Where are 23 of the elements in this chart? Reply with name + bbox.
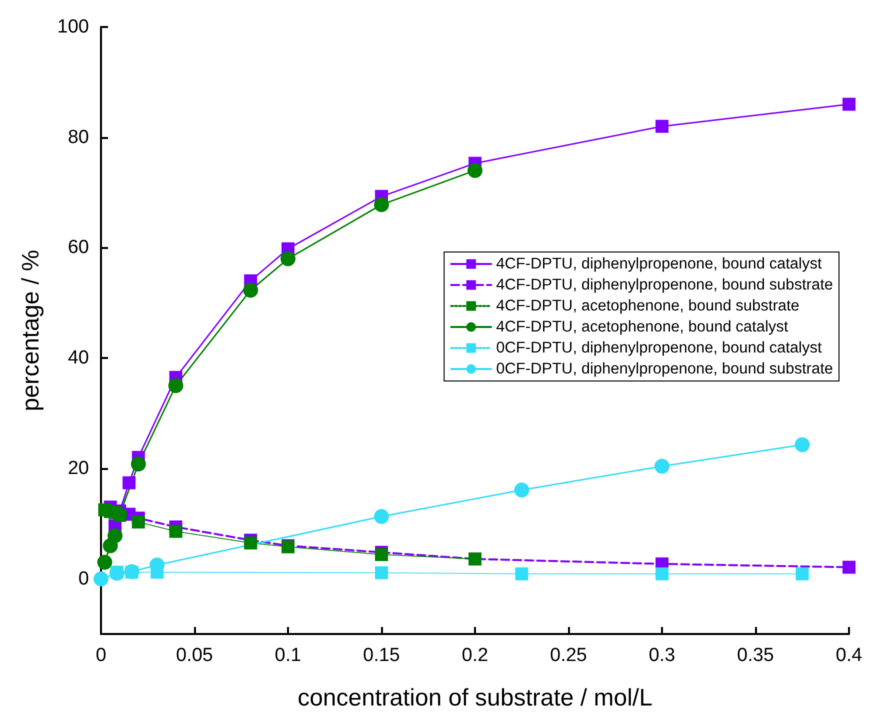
y-tick-label: 0 — [78, 568, 89, 590]
y-tick-label: 80 — [68, 126, 89, 148]
y-tick-label: 100 — [57, 16, 89, 38]
legend-label: 0CF-DPTU, diphenylpropenone, bound catalyst — [496, 340, 822, 356]
legend-label: 4CF-DPTU, diphenylpropenone, bound substrate — [496, 276, 833, 294]
x-tick-label: 0.1 — [274, 645, 302, 666]
x-tick-label: 0.3 — [648, 645, 676, 666]
legend-label: 4CF-DPTU, diphenylpropenone, bound catalyst — [496, 256, 822, 272]
x-tick-label: 0 — [96, 645, 106, 666]
y-axis-title: percentage / % — [18, 250, 44, 412]
y-tick-label: 20 — [68, 458, 89, 479]
y-tick-label: 60 — [68, 237, 89, 258]
x-tick-label: 0.2 — [462, 645, 488, 666]
y-tick-label: 40 — [68, 348, 89, 369]
legend-label: 0CF-DPTU, diphenylpropenone, bound substrate — [496, 360, 833, 378]
x-tick-label: 0.25 — [550, 645, 587, 666]
x-tick-label: 0.05 — [176, 645, 213, 666]
x-axis-title: concentration of substrate / mol/L — [298, 684, 652, 712]
legend-label: 4CF-DPTU, acetophenone, bound substrate — [496, 298, 800, 314]
legend-label: 4CF-DPTU, acetophenone, bound catalyst — [496, 318, 789, 336]
x-tick-label: 0.35 — [737, 645, 774, 666]
x-tick-label: 0.15 — [363, 645, 400, 666]
x-tick-label: 0.4 — [836, 645, 863, 666]
